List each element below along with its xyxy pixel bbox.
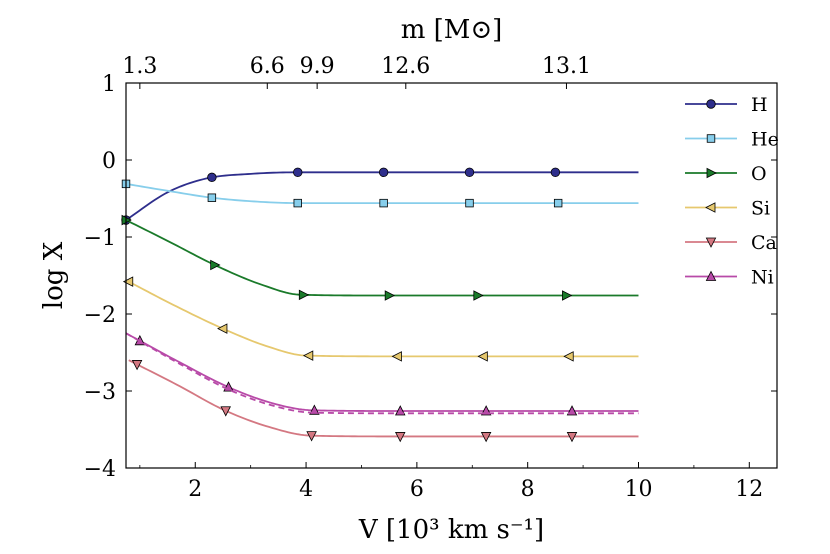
- point-H-4: [464, 167, 475, 178]
- point-Si-1: [217, 323, 228, 334]
- point-Ca-4: [480, 432, 492, 443]
- point-O-4: [473, 290, 484, 301]
- legend-marker-H: [706, 99, 716, 109]
- y-tick-label: 0: [102, 149, 116, 174]
- legend-label-He: He: [751, 129, 779, 151]
- series-line-dashed-6: [125, 332, 639, 415]
- point-Ca-2: [306, 431, 317, 442]
- y-tick-label: −2: [84, 303, 116, 328]
- legend-marker-Ca: [705, 237, 717, 248]
- point-O-5: [562, 290, 573, 301]
- x-tick-label: 8: [521, 477, 535, 502]
- point-H-2: [293, 167, 303, 178]
- series-line-Ca: [128, 359, 639, 438]
- plot-frame: [125, 82, 778, 469]
- point-He-5: [553, 198, 563, 208]
- top-tick-label: 1.3: [122, 54, 157, 79]
- series-line-Ni: [125, 332, 639, 412]
- top-tick-label: 13.1: [542, 54, 591, 79]
- x-tick-label: 6: [410, 477, 424, 502]
- point-O-2: [298, 289, 310, 301]
- legend-marker-O: [706, 167, 717, 179]
- legend-marker-Ni: [705, 270, 717, 281]
- plot-area: [121, 167, 639, 443]
- point-Ca-5: [566, 432, 578, 443]
- point-He-4: [465, 198, 474, 208]
- point-Ca-1: [220, 406, 231, 417]
- point-He-2: [293, 198, 302, 208]
- y-axis-title: log X: [39, 241, 69, 309]
- legend-label-O: O: [751, 163, 767, 185]
- y-tick-label: −1: [84, 226, 116, 251]
- legend-label-Ca: Ca: [751, 232, 777, 254]
- y-tick-label: −3: [84, 380, 116, 405]
- point-Ca-3: [394, 432, 406, 443]
- point-He-3: [379, 198, 388, 208]
- x-tick-label: 2: [188, 477, 202, 502]
- point-O-1: [210, 259, 221, 271]
- top-axis-title: m [M⊙]: [401, 15, 503, 45]
- point-Si-3: [391, 351, 402, 362]
- top-tick-label: 12.6: [381, 54, 430, 79]
- point-H-1: [207, 172, 217, 183]
- point-Si-5: [563, 351, 574, 362]
- legend: H He O Si Ca Ni: [685, 94, 779, 289]
- legend-label-H: H: [751, 94, 768, 116]
- legend-label-Ni: Ni: [751, 267, 774, 289]
- top-tick-label: 6.6: [250, 54, 285, 79]
- point-Ca-0: [131, 360, 143, 371]
- point-Si-2: [302, 350, 314, 361]
- legend-label-Si: Si: [751, 198, 770, 220]
- axes: 2 4 6 8 10 12 −4 −3 −2 −1 0 11.3 6.6 9.9 12.6 13.1: [84, 54, 778, 502]
- x-tick-label: 10: [624, 477, 652, 502]
- legend-marker-He: [706, 134, 716, 143]
- series-line-O: [125, 219, 639, 297]
- x-tick-label: 12: [735, 477, 763, 502]
- series-line-Si: [128, 280, 639, 358]
- point-He-1: [207, 193, 217, 202]
- point-Si-0: [122, 276, 134, 287]
- y-tick-label: 1: [102, 72, 116, 97]
- point-O-3: [384, 290, 396, 301]
- top-tick-label: 9.9: [300, 54, 335, 79]
- x-tick-label: 4: [299, 477, 313, 502]
- y-tick-label: −4: [84, 457, 116, 482]
- point-H-3: [378, 167, 389, 178]
- point-H-5: [550, 167, 561, 178]
- point-Si-4: [477, 351, 488, 362]
- legend-marker-Si: [705, 202, 716, 213]
- x-axis-title: V [10³ km s⁻¹]: [358, 515, 544, 545]
